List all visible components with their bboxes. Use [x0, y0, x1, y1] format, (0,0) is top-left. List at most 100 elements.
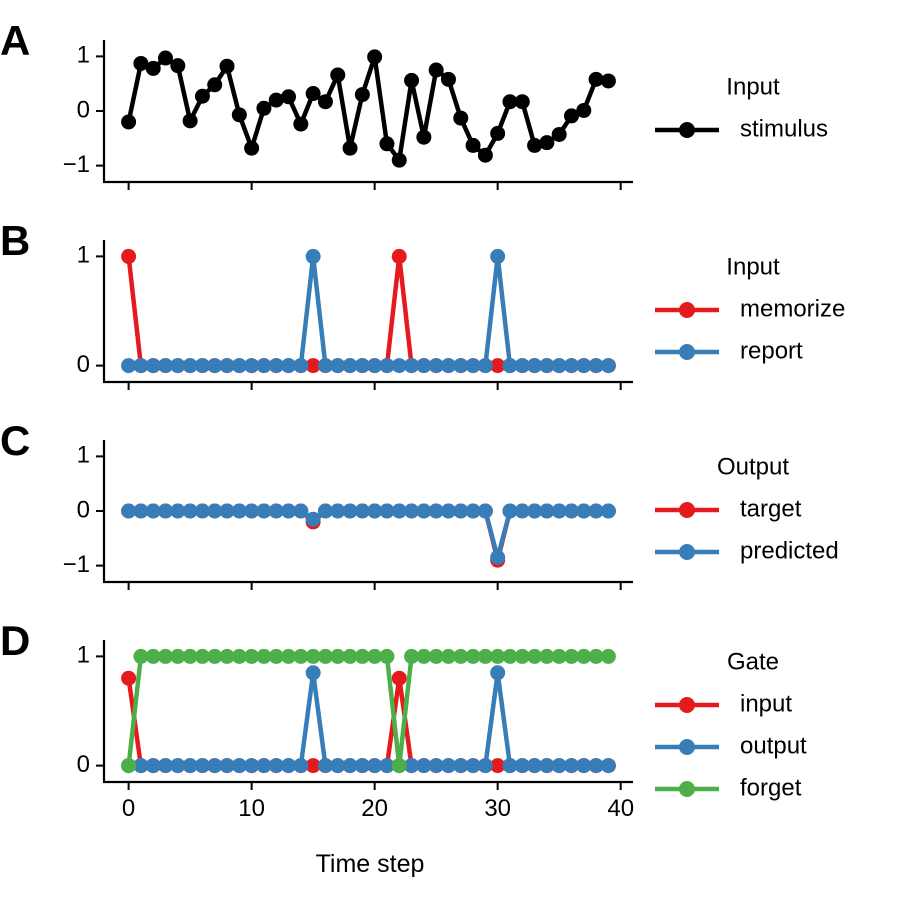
panel-a-series-stimulus-point: [170, 58, 186, 74]
panel-a-series-stimulus-point: [551, 126, 567, 142]
panel-d-legend-marker-forget: [679, 781, 695, 797]
panel-d-x-tick-label: 20: [361, 795, 388, 822]
panel-c-series-predicted-point: [379, 503, 395, 519]
panel-c-series-predicted-point: [527, 503, 543, 519]
panel-d-series-forget-point: [219, 648, 235, 664]
panel-c-series-predicted-point: [514, 503, 530, 519]
panel-b-series-report-point: [404, 358, 420, 374]
panel-d-series-output-point: [305, 665, 321, 681]
panel-d-legend-title: Gate: [727, 648, 779, 675]
panel-a-legend-title: Input: [726, 73, 780, 100]
panel-a-series-stimulus-point: [527, 137, 543, 153]
panel-d-series-forget-point: [416, 648, 432, 664]
panel-d-series-output-point: [551, 758, 567, 774]
panel-d-series-output-point: [231, 758, 247, 774]
panel-c-series-predicted-point: [219, 503, 235, 519]
panel-a-y-tick-label: 1: [77, 42, 90, 69]
panel-c-series-predicted-point: [342, 503, 358, 519]
panel-b-series-report-point: [539, 358, 555, 374]
panel-c-series-predicted-point: [477, 503, 493, 519]
panel-b-series-report-point: [121, 358, 137, 374]
panel-a-series-stimulus-point: [453, 110, 469, 126]
panel-a: A −1 0 1 Input stimulus: [0, 17, 828, 190]
panel-a-series-stimulus-point: [539, 135, 555, 151]
panel-c-series-predicted-point: [416, 503, 432, 519]
panel-b-series-report-point: [170, 358, 186, 374]
panel-b-series-report-point: [231, 358, 247, 374]
panel-b-series-report: [121, 248, 616, 374]
panel-c-series-predicted-point: [170, 503, 186, 519]
panel-d-series-forget-point: [527, 648, 543, 664]
panel-b-legend-label-memorize: memorize: [740, 295, 845, 322]
panel-d-series-output-point: [527, 758, 543, 774]
panel-d-series-forget-point: [453, 648, 469, 664]
panel-d-series-forget-point: [367, 648, 383, 664]
panel-d-series-output-point: [490, 665, 506, 681]
panel-d-legend-label-output: output: [740, 732, 807, 759]
panel-d-series-forget-point: [551, 648, 567, 664]
panel-d-series-forget-point: [490, 648, 506, 664]
panel-a-series-stimulus-point: [342, 140, 358, 156]
panel-a-series-stimulus-point: [256, 100, 272, 116]
panel-d-series-output-point: [133, 758, 149, 774]
panel-a-series-stimulus-point: [514, 94, 530, 110]
panel-d-series-output-point: [268, 758, 284, 774]
x-axis-title: Time step: [316, 850, 425, 878]
panel-a-legend-marker-stimulus: [679, 122, 695, 138]
panel-d-legend-marker-input: [679, 697, 695, 713]
panel-c-legend: Output target predicted: [655, 453, 839, 564]
panel-d-series-input-point: [391, 670, 407, 686]
panel-c-series-predicted-point: [502, 503, 518, 519]
panel-b-series-report-point: [194, 358, 210, 374]
panel-b-series-report-point: [600, 358, 616, 374]
panel-d-series-forget-point: [244, 648, 260, 664]
panel-d-letter: D: [0, 617, 30, 664]
panel-d-series-output-point: [576, 758, 592, 774]
panel-a-series-stimulus-point: [391, 152, 407, 168]
panel-b-series-report-point: [416, 358, 432, 374]
panel-b-series-memorize-point: [391, 248, 407, 264]
panel-a-series-stimulus-point: [293, 116, 309, 132]
panel-b-series-report-point: [588, 358, 604, 374]
panel-a-series-stimulus-point: [305, 86, 321, 102]
panel-b-series-report-point: [330, 358, 346, 374]
panel-b-series-report-point: [563, 358, 579, 374]
panel-b-letter: B: [0, 217, 30, 264]
panel-a-series-stimulus-point: [281, 89, 297, 105]
panel-b-series-report-point: [256, 358, 272, 374]
panel-c-legend-marker-predicted: [679, 544, 695, 560]
panel-a-series-stimulus-point: [588, 71, 604, 87]
panel-c-y-tick-label: 0: [77, 496, 90, 523]
panel-d-series-output-point: [502, 758, 518, 774]
panel-a-series-stimulus-point: [121, 114, 137, 130]
panel-d-y-tick-label: 0: [77, 751, 90, 778]
panel-c-series-predicted-point: [317, 503, 333, 519]
panel-b-series-report-point: [477, 358, 493, 374]
panel-b-series-report-point: [527, 358, 543, 374]
panel-c-series-predicted-point: [194, 503, 210, 519]
panel-d-series-output-point: [244, 758, 260, 774]
panel-d-series-output-point: [514, 758, 530, 774]
panel-d-series-forget-point: [502, 648, 518, 664]
panel-d-series-input-point: [305, 758, 321, 774]
panel-d-series-input-line: [126, 675, 609, 768]
panel-a-series-stimulus-point: [194, 88, 210, 104]
panel-d-series-forget-point: [514, 648, 530, 664]
panel-a-series-stimulus-point: [317, 94, 333, 110]
panel-d-series-forget-point: [330, 648, 346, 664]
panel-a-series-stimulus-point: [145, 60, 161, 76]
panel-a-series-stimulus-point: [182, 113, 198, 129]
panel-c: C −1 0 1 Output target predicted: [0, 417, 839, 590]
panel-b: B 0 1 Input memorize report: [0, 217, 845, 390]
panel-b-series-report-point: [133, 358, 149, 374]
panel-d-series-input: [121, 670, 616, 774]
panel-a-series-stimulus-point: [490, 125, 506, 141]
panel-c-series-predicted-point: [465, 503, 481, 519]
panel-b-series-report-point: [391, 358, 407, 374]
panel-c-legend-marker-target: [679, 502, 695, 518]
panel-d-series-forget-point: [133, 648, 149, 664]
panel-d-series-output-point: [330, 758, 346, 774]
panel-a-series-stimulus-point: [219, 58, 235, 74]
